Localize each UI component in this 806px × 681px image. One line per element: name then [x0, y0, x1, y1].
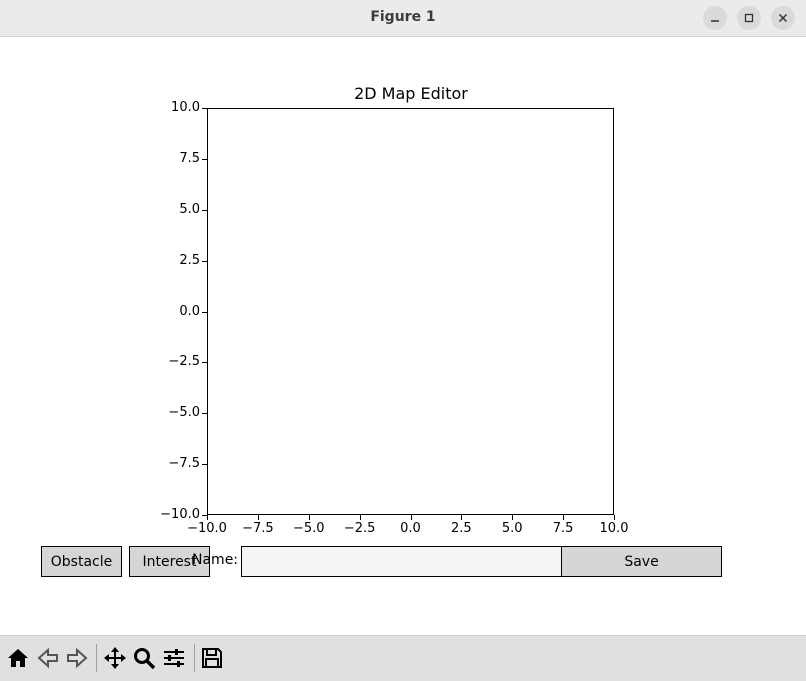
x-tick-label: 5.0 [501, 521, 523, 536]
minimize-icon [711, 20, 719, 22]
x-tick-mark [359, 515, 361, 520]
minimize-button[interactable] [703, 6, 727, 30]
x-tick-mark [308, 515, 310, 520]
y-tick-mark [202, 515, 207, 516]
y-tick-mark [202, 260, 207, 262]
plot-title: 2D Map Editor [354, 84, 468, 103]
y-tick-label: 0.0 [179, 303, 200, 319]
y-tick-label: 5.0 [179, 201, 200, 217]
x-tick-label: −2.5 [343, 521, 376, 536]
interest-button[interactable]: Interest [129, 546, 210, 577]
x-tick-mark [410, 515, 412, 520]
x-tick-mark [461, 515, 463, 520]
y-tick-label: 10.0 [171, 100, 200, 115]
x-tick-mark [563, 515, 565, 520]
toolbar-separator [96, 644, 97, 672]
y-tick-mark [202, 413, 207, 415]
x-tick-label: 7.5 [552, 521, 574, 536]
x-tick-mark [257, 515, 259, 520]
title-bar: Figure 1 [0, 0, 806, 37]
maximize-button[interactable] [737, 6, 761, 30]
x-tick-mark [207, 515, 208, 520]
navigation-toolbar [0, 635, 806, 681]
home-icon[interactable] [6, 646, 30, 670]
name-label: Name: [192, 552, 239, 568]
y-tick-label: −5.0 [168, 405, 200, 421]
pan-icon[interactable] [103, 646, 127, 670]
y-tick-mark [202, 209, 207, 211]
y-tick-mark [202, 464, 207, 466]
y-tick-mark [202, 362, 207, 364]
x-tick-label: 0.0 [400, 521, 421, 536]
x-tick-label: −10.0 [187, 521, 227, 536]
x-tick-label: −5.0 [292, 521, 325, 536]
y-tick-label: 2.5 [179, 252, 200, 268]
close-button[interactable] [771, 6, 795, 30]
back-icon[interactable] [36, 646, 60, 670]
map-axes[interactable] [207, 108, 614, 515]
save-button[interactable]: Save [561, 546, 722, 577]
forward-icon[interactable] [65, 646, 89, 670]
y-tick-label: −2.5 [168, 354, 200, 370]
y-tick-mark [202, 158, 207, 160]
x-tick-mark [512, 515, 514, 520]
name-input[interactable] [241, 546, 562, 577]
save-icon[interactable] [200, 646, 224, 670]
configure-subplots-icon[interactable] [162, 646, 186, 670]
y-tick-label: −7.5 [168, 456, 200, 472]
y-tick-mark [202, 311, 207, 313]
toolbar-separator [194, 644, 195, 672]
x-tick-mark [614, 515, 615, 520]
x-tick-label: 2.5 [451, 521, 472, 536]
figure-canvas: 2D Map Editor 10.0 7.5 5.0 2.5 0.0 −2.5 −5.0 −7… [0, 37, 806, 635]
zoom-icon[interactable] [132, 646, 156, 670]
window-title: Figure 1 [370, 9, 436, 25]
y-tick-mark [202, 108, 207, 109]
maximize-icon [744, 13, 754, 23]
y-tick-label: 7.5 [179, 150, 200, 166]
close-icon [778, 13, 788, 23]
y-tick-label: −10.0 [160, 507, 200, 522]
obstacle-button[interactable]: Obstacle [41, 546, 122, 577]
x-tick-label: −7.5 [242, 521, 274, 536]
x-tick-label: 10.0 [599, 521, 629, 536]
